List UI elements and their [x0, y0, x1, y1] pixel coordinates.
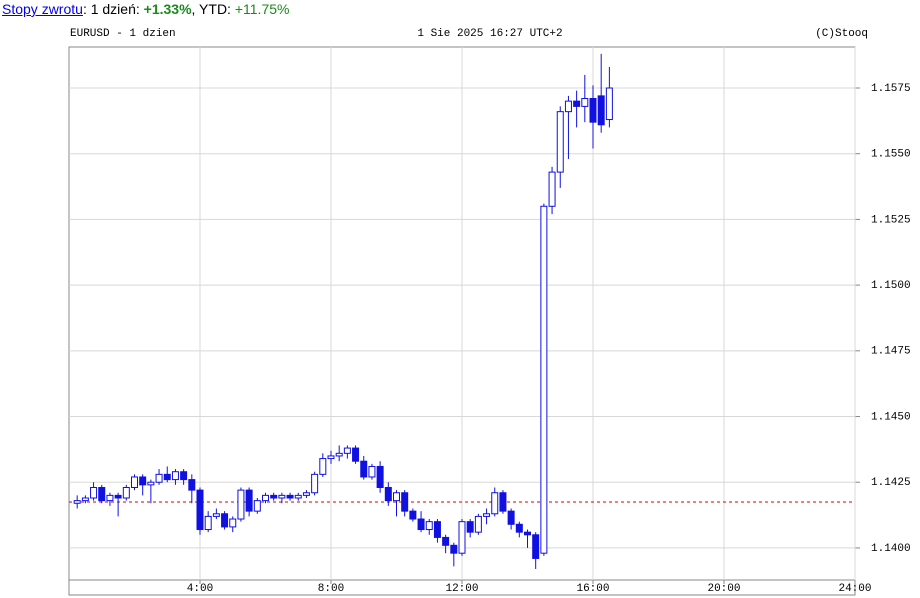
candle-body: [597, 95, 605, 126]
candle-body: [229, 518, 237, 528]
candle-body: [401, 492, 409, 512]
y-tick-label: 1.1550: [871, 149, 911, 161]
candle-body: [556, 111, 564, 173]
candle-body: [327, 455, 335, 460]
candle-body: [139, 476, 147, 486]
candle-body: [393, 492, 400, 502]
candle-body: [245, 489, 253, 512]
candle-body: [270, 494, 278, 499]
x-tick-label: 4:00: [187, 583, 213, 595]
candle-body: [409, 510, 417, 520]
candle-body: [171, 471, 179, 481]
candle-body: [204, 515, 212, 531]
chart-title: EURUSD - 1 dzien: [70, 28, 176, 40]
candle-body: [360, 460, 368, 478]
candle-body: [605, 87, 613, 121]
y-tick-label: 1.1525: [871, 214, 911, 226]
candle-body: [474, 515, 482, 533]
candle-body: [564, 100, 572, 113]
candle-body: [532, 534, 540, 559]
x-tick-label: 8:00: [318, 583, 344, 595]
candle-body: [73, 500, 81, 504]
candle-body: [499, 492, 507, 512]
x-tick-label: 24:00: [838, 583, 871, 595]
candle-body: [376, 465, 384, 488]
candle-body: [114, 494, 122, 499]
candle-body: [335, 452, 343, 457]
candle-body: [98, 486, 106, 502]
candle-body: [237, 489, 245, 520]
returns-line: Stopy zwrotu: 1 dzień: +1.33%, YTD: +11.…: [2, 1, 289, 17]
chart-subtitle: 1 Sie 2025 16:27 UTC+2: [417, 28, 562, 40]
candle-body: [524, 531, 531, 536]
candle-body: [573, 100, 581, 107]
y-tick-label: 1.1425: [871, 477, 911, 489]
candle-body: [253, 500, 261, 512]
candle-body: [368, 465, 376, 478]
day-value: +1.33%: [143, 1, 192, 17]
chart-credit: (C)Stooq: [815, 28, 868, 40]
candle-body: [131, 476, 138, 488]
candle-body: [425, 521, 433, 531]
day-label: : 1 dzień:: [82, 1, 140, 17]
candle-body: [106, 494, 114, 502]
candle-body: [450, 544, 458, 554]
candle-body: [196, 489, 204, 531]
candle-body: [548, 171, 556, 207]
candle-body: [122, 486, 130, 499]
y-tick-label: 1.1400: [871, 543, 911, 555]
candle-body: [188, 479, 196, 491]
returns-link[interactable]: Stopy zwrotu: [2, 1, 83, 17]
y-tick-label: 1.1475: [871, 346, 911, 358]
candle-body: [491, 492, 499, 515]
candle-body: [286, 494, 294, 499]
candle-body: [352, 447, 360, 462]
candle-body: [540, 205, 548, 554]
candle-body: [302, 492, 310, 496]
candle-body: [589, 98, 597, 123]
candle-body: [81, 497, 89, 502]
candle-body: [90, 486, 98, 499]
candle-body: [163, 473, 171, 481]
candle-body: [155, 473, 163, 483]
y-tick-label: 1.1450: [871, 411, 911, 423]
candle-body: [212, 513, 220, 517]
candle-body: [515, 523, 523, 533]
candle-body: [458, 521, 466, 554]
candle-body: [433, 521, 441, 538]
y-tick-label: 1.1500: [871, 280, 911, 292]
y-tick-label: 1.1575: [871, 83, 911, 95]
ytd-value: +11.75%: [234, 1, 290, 17]
candle-body: [319, 458, 327, 475]
candle-body: [343, 447, 351, 454]
candle-body: [262, 494, 269, 502]
candle-body: [180, 471, 188, 481]
candle-body: [311, 473, 319, 494]
x-tick-label: 16:00: [576, 583, 609, 595]
candle-body: [278, 494, 286, 499]
x-tick-label: 12:00: [445, 583, 478, 595]
candle-body: [384, 486, 392, 502]
candle-body: [221, 513, 229, 528]
candle-body: [507, 510, 515, 525]
candle-body: [483, 513, 491, 517]
x-tick-label: 20:00: [707, 583, 740, 595]
candle-body: [442, 536, 450, 546]
ytd-label: , YTD:: [191, 1, 231, 17]
candle-body: [294, 494, 302, 499]
candle-body: [147, 481, 155, 486]
candle-body: [417, 518, 425, 531]
candle-body: [581, 98, 589, 107]
candle-body: [466, 521, 474, 533]
